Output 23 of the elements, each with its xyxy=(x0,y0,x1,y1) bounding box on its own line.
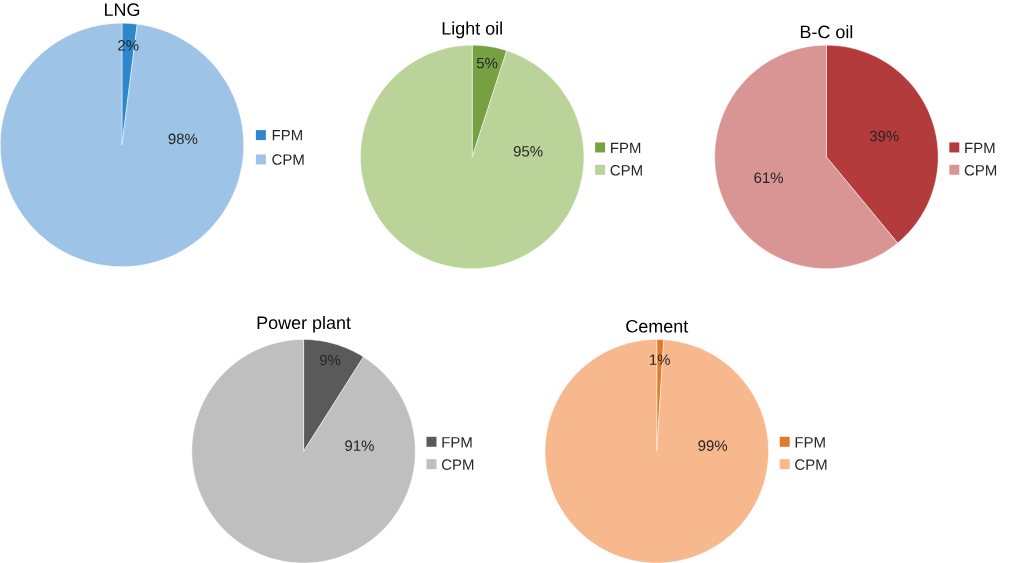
data-label: 61% xyxy=(754,172,784,183)
data-label: 91% xyxy=(345,440,374,451)
data-label: 1% xyxy=(650,354,670,365)
chart-title: Power plant xyxy=(257,315,351,333)
legend-label: CPM xyxy=(610,164,642,176)
chart-title: Light oil xyxy=(442,21,502,39)
data-label: 98% xyxy=(168,133,198,145)
data-label: 99% xyxy=(698,440,728,451)
legend-label: FPM xyxy=(611,142,641,153)
data-label: 95% xyxy=(513,145,543,157)
data-label: 39% xyxy=(869,130,899,142)
legend-label: CPM xyxy=(441,459,474,470)
chart-title: LNG xyxy=(104,3,140,16)
chart-title: B-C oil xyxy=(800,24,853,39)
legend-label: FPM xyxy=(965,142,995,153)
legend-label: CPM xyxy=(795,459,827,470)
legend-label: CPM xyxy=(272,154,304,165)
legend-label: FPM xyxy=(442,437,472,448)
data-label: 5% xyxy=(476,57,498,69)
chart-title: Cement xyxy=(626,319,689,333)
legend-label: CPM xyxy=(964,164,997,176)
legend-label: FPM xyxy=(795,437,825,448)
legend-label: FPM xyxy=(272,129,302,141)
